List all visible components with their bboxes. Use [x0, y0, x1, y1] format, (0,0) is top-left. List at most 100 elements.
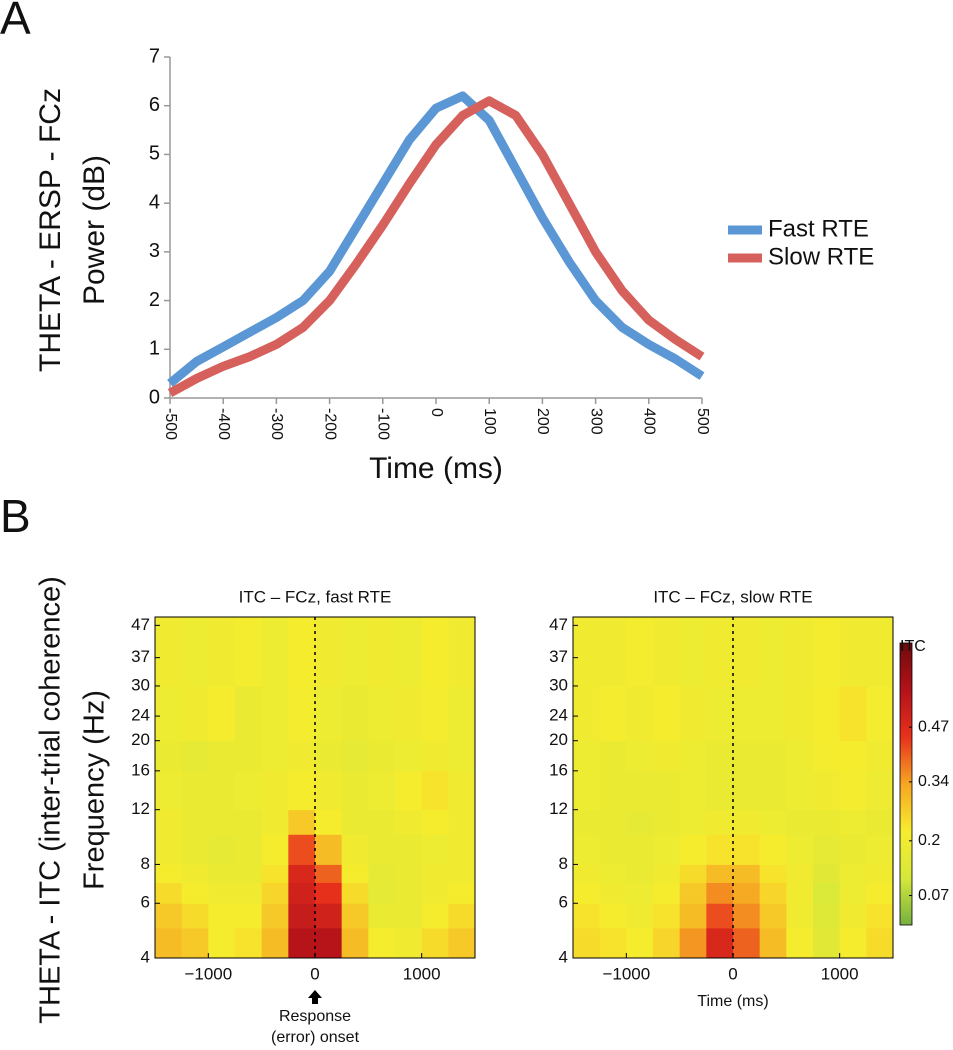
heatmap-cell — [759, 864, 787, 883]
x-axis-label: Time (ms) — [369, 452, 503, 485]
heatmap-cell — [368, 617, 396, 687]
heatmap-cell — [208, 864, 236, 883]
heatmap-cell — [599, 864, 627, 883]
heatmap-cell — [786, 809, 814, 835]
heatmap-cell — [786, 903, 814, 929]
heatmap-cell — [155, 740, 183, 772]
heatmap-cell — [421, 740, 449, 772]
y-tick-label: 37 — [549, 647, 568, 666]
heatmap-cell — [368, 864, 396, 883]
heatmap-cell — [706, 882, 734, 904]
heatmap-cell — [341, 809, 369, 835]
heatmap-cell — [395, 882, 423, 904]
y-axis-label: Power (dB) — [78, 155, 111, 305]
x-tick-label: 500 — [694, 408, 711, 435]
heatmap-cell — [839, 740, 867, 772]
heatmap-cell — [679, 617, 707, 687]
heatmap-cell — [155, 882, 183, 904]
heatmap-cell — [866, 882, 894, 904]
heatmap-cell — [679, 864, 707, 883]
heatmap-cell — [235, 864, 263, 883]
heatmap-cell — [759, 834, 787, 865]
heatmap-cell — [786, 740, 814, 772]
heatmap-cell — [733, 617, 761, 687]
y-tick-label: 6 — [559, 893, 568, 912]
heatmap-cell — [839, 685, 867, 742]
colorbar-tick-label: 0.07 — [918, 887, 949, 904]
heatmap-cell — [448, 834, 476, 865]
heatmap-cell — [261, 882, 289, 904]
y-tick-label: 1 — [149, 338, 160, 360]
heatmap-cell — [235, 685, 263, 742]
heatmap-cell — [866, 617, 894, 687]
heatmap-cell — [733, 770, 761, 811]
heatmap-cell — [261, 927, 289, 959]
heatmap-cell — [448, 685, 476, 742]
legend-label: Slow RTE — [768, 243, 874, 270]
y-tick-label: 47 — [549, 615, 568, 634]
heatmap-cell — [155, 685, 183, 742]
heatmap-cell — [288, 864, 316, 883]
heatmap-cell — [235, 809, 263, 835]
heatmap-cell — [421, 882, 449, 904]
heatmap-cell — [181, 685, 209, 742]
heatmap-cell — [626, 882, 654, 904]
heatmap-cell — [368, 927, 396, 959]
heatmap-cell — [679, 927, 707, 959]
heatmap-cell — [839, 809, 867, 835]
heatmap-cell — [759, 903, 787, 929]
heatmap-cell — [421, 685, 449, 742]
heatmap-cell — [395, 864, 423, 883]
heatmap-cell — [626, 770, 654, 811]
heatmap-cell — [288, 685, 316, 742]
heatmap-cell — [235, 834, 263, 865]
heatmap-cell — [395, 834, 423, 865]
heatmap-cell — [599, 927, 627, 959]
heatmap-cell — [813, 927, 841, 959]
heatmap-cell — [786, 834, 814, 865]
heatmap-cell — [733, 834, 761, 865]
heatmap-cell — [181, 882, 209, 904]
heatmap-cell — [573, 864, 601, 883]
heatmap-cell — [395, 740, 423, 772]
heatmap-cell — [813, 740, 841, 772]
heatmap-cell — [421, 903, 449, 929]
heatmap-cell — [813, 903, 841, 929]
x-tick-label: 100 — [481, 408, 498, 435]
y-tick-label: 4 — [559, 947, 568, 966]
heatmap-cell — [261, 903, 289, 929]
heatmap-cell — [395, 903, 423, 929]
heatmap-cell — [573, 834, 601, 865]
y-tick-label: 16 — [549, 760, 568, 779]
heatmap-cell — [341, 882, 369, 904]
x-tick-label: 300 — [587, 408, 604, 435]
heatmap-cell — [315, 864, 343, 883]
heatmap-cell — [315, 740, 343, 772]
heatmap-cell — [448, 903, 476, 929]
heatmap-cell — [653, 927, 681, 959]
y-tick-label: 12 — [549, 799, 568, 818]
heatmap-cell — [706, 770, 734, 811]
heatmap-cell — [421, 617, 449, 687]
x-tick-label: -500 — [162, 408, 179, 440]
heatmap-cell — [679, 809, 707, 835]
series-line — [167, 91, 705, 387]
heatmap-cell — [341, 740, 369, 772]
heatmap-cell — [626, 903, 654, 929]
heatmap-cell — [235, 740, 263, 772]
heatmap-cell — [733, 903, 761, 929]
heatmap-cell — [839, 903, 867, 929]
heatmap-cell — [181, 864, 209, 883]
heatmap-cell — [706, 740, 734, 772]
heatmap-cell — [261, 740, 289, 772]
y-tick-label: 30 — [549, 675, 568, 694]
heatmap-cell — [706, 685, 734, 742]
panel-label: B — [0, 490, 31, 542]
heatmap-cell — [866, 864, 894, 883]
heatmap-cell — [706, 903, 734, 929]
heatmap-cell — [679, 740, 707, 772]
heatmap-cell — [181, 927, 209, 959]
heatmap-cell — [288, 617, 316, 687]
heatmap-cell — [448, 740, 476, 772]
heatmap-cell — [626, 834, 654, 865]
